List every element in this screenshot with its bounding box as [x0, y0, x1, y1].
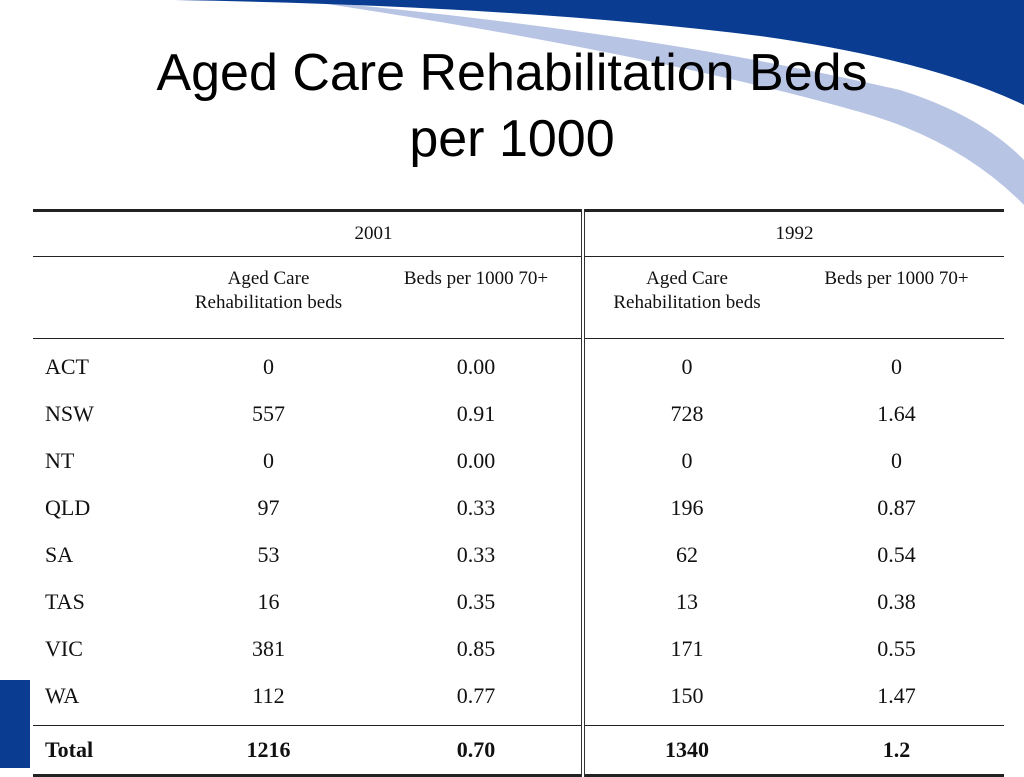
column-header-per1000-2001: Beds per 1000 70+ [371, 256, 585, 339]
per1000-1992-cell: 0 [891, 447, 902, 473]
beds-2001-cell: 557 [252, 400, 285, 426]
left-edge-accent [0, 680, 30, 768]
per1000-1992-cell: 1.47 [789, 672, 1004, 726]
beds-1992-cell: 150 [583, 672, 789, 726]
year-header-row: 2001 1992 [33, 209, 1004, 257]
per1000-1992-cell: 0.55 [877, 635, 916, 661]
total-per1000-2001-cell: 0.70 [371, 725, 585, 777]
total-beds-1992-cell: 1340 [583, 725, 789, 777]
beds-1992-cell: 13 [676, 588, 698, 614]
beds-1992-cell: 171 [670, 635, 704, 661]
beds-2001-cell: 0 [263, 353, 274, 379]
per1000-2001-cell: 0.91 [371, 390, 585, 437]
table-row-vic: VIC 381 0.85 171 0.55 [33, 625, 1004, 672]
beds-2001-cell: 16 [257, 588, 280, 614]
per1000-2001-cell: 0.00 [371, 437, 585, 484]
per1000-1992-cell: 1.64 [877, 400, 916, 426]
beds-1992-cell: 728 [670, 400, 704, 426]
beds-1992-cell: 62 [676, 541, 698, 567]
per1000-2001-cell: 0.33 [371, 531, 585, 578]
beds-2001-cell: 381 [252, 635, 285, 661]
slide-title: Aged Care Rehabilitation Beds per 1000 [0, 40, 1024, 172]
top-banner-light-swoosh [300, 0, 1024, 205]
column-header-beds-2001: Aged Care Rehabilitation beds [166, 256, 371, 339]
state-cell: SA [45, 541, 74, 567]
per1000-2001-cell: 0.00 [371, 338, 585, 390]
year-header-2001: 2001 [166, 209, 585, 257]
beds-1992-cell: 0 [681, 447, 693, 473]
beds-2001-cell: 112 [166, 672, 371, 726]
column-header-beds-1992: Aged Care Rehabilitation beds [583, 256, 789, 339]
slide-title-line-1: Aged Care Rehabilitation Beds [156, 44, 868, 102]
total-per1000-1992-cell: 1.2 [789, 725, 1004, 777]
year-header-1992: 1992 [583, 209, 1004, 257]
table-row-wa: WA 112 0.77 150 1.47 [33, 672, 1004, 726]
per1000-2001-cell: 0.85 [371, 625, 585, 672]
state-cell: NT [45, 447, 75, 473]
column-header-beds-2001-line1: Aged Care [227, 268, 310, 289]
column-header-per1000-1992: Beds per 1000 70+ [789, 256, 1004, 339]
rehab-beds-table: 2001 1992 Aged Care Rehabilitation beds … [33, 209, 1004, 777]
rehab-beds-table-container: 2001 1992 Aged Care Rehabilitation beds … [33, 209, 1004, 777]
table-row-total: Total 1216 0.70 1340 1.2 [33, 725, 1004, 777]
column-header-beds-1992-line2: Rehabilitation beds [613, 292, 761, 313]
table-row-tas: TAS 16 0.35 13 0.38 [33, 578, 1004, 625]
table-row-nsw: NSW 557 0.91 728 1.64 [33, 390, 1004, 437]
column-header-beds-1992-line1: Aged Care [646, 268, 728, 289]
per1000-2001-cell: 0.35 [371, 578, 585, 625]
column-header-row: Aged Care Rehabilitation beds Beds per 1… [33, 256, 1004, 339]
per1000-1992-cell: 0.38 [877, 588, 916, 614]
state-cell: VIC [45, 635, 83, 661]
table-row-sa: SA 53 0.33 62 0.54 [33, 531, 1004, 578]
per1000-1992-cell: 0 [891, 353, 902, 379]
table-row-act: ACT 0 0.00 0 0 [33, 338, 1004, 390]
state-cell: WA [33, 672, 166, 726]
state-cell: NSW [45, 400, 94, 426]
state-cell: QLD [45, 494, 91, 520]
beds-2001-cell: 97 [257, 494, 280, 520]
total-beds-2001-cell: 1216 [166, 725, 371, 777]
year-header-blank [33, 209, 166, 257]
top-banner-dark-swoosh [175, 0, 1024, 105]
table-row-nt: NT 0 0.00 0 0 [33, 437, 1004, 484]
state-cell: ACT [45, 353, 89, 379]
per1000-2001-cell: 0.33 [371, 484, 585, 531]
beds-1992-cell: 0 [681, 353, 693, 379]
per1000-2001-cell: 0.77 [371, 672, 585, 726]
column-header-beds-2001-line2: Rehabilitation beds [194, 292, 343, 313]
per1000-1992-cell: 0.54 [877, 541, 916, 567]
table-row-qld: QLD 97 0.33 196 0.87 [33, 484, 1004, 531]
total-label-cell: Total [33, 725, 166, 777]
state-cell: TAS [45, 588, 85, 614]
beds-1992-cell: 196 [670, 494, 704, 520]
beds-2001-cell: 0 [263, 447, 274, 473]
slide-title-line-2: per 1000 [409, 110, 615, 168]
per1000-1992-cell: 0.87 [877, 494, 916, 520]
beds-2001-cell: 53 [257, 541, 280, 567]
column-header-blank [33, 256, 166, 339]
